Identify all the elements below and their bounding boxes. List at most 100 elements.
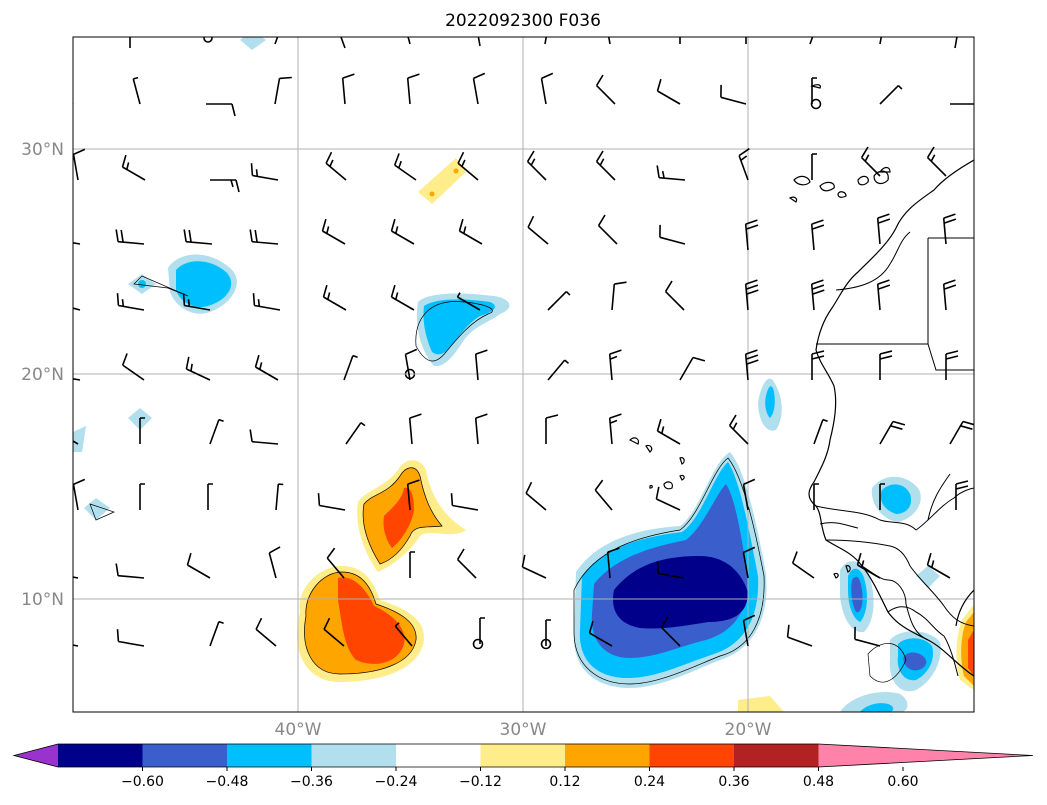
wind-barb bbox=[526, 150, 547, 181]
wind-barb bbox=[656, 78, 681, 105]
wind-barb bbox=[323, 617, 345, 647]
wind-barb bbox=[450, 493, 479, 511]
wind-barb bbox=[879, 85, 903, 105]
wind-barb bbox=[115, 229, 145, 245]
wind-barb bbox=[458, 218, 483, 245]
wind-barb bbox=[340, 37, 346, 49]
wind-barb bbox=[394, 622, 413, 647]
wind-barb bbox=[879, 420, 906, 445]
colorbar-segment bbox=[311, 744, 397, 767]
wind-barb bbox=[474, 413, 488, 445]
colorbar-tick-label: −0.48 bbox=[206, 774, 249, 790]
wind-barb bbox=[132, 76, 141, 105]
coastline bbox=[628, 84, 974, 677]
country-borders bbox=[815, 231, 974, 677]
wind-barb bbox=[457, 151, 479, 181]
wind-barb bbox=[406, 73, 420, 105]
wind-barb bbox=[786, 624, 813, 647]
wind-barb bbox=[254, 354, 279, 381]
wind-barb bbox=[249, 429, 279, 445]
wind-barb bbox=[255, 617, 277, 647]
wind-barb bbox=[597, 214, 618, 245]
colorbar-tick-label: −0.24 bbox=[375, 774, 418, 790]
wind-barb bbox=[317, 493, 346, 511]
wind-barb bbox=[606, 547, 620, 579]
map-title: 2022092300 F036 bbox=[445, 11, 601, 31]
wind-barb bbox=[73, 576, 79, 579]
wind-barb bbox=[744, 349, 759, 381]
wind-barb bbox=[343, 354, 358, 381]
wind-barb bbox=[479, 617, 485, 644]
wind-barb bbox=[954, 37, 958, 49]
wind-barb bbox=[208, 10, 213, 36]
lat-label-30n: 30°N bbox=[21, 140, 64, 160]
wind-barb bbox=[595, 74, 616, 105]
wind-barb bbox=[73, 148, 86, 181]
wind-barb bbox=[860, 146, 881, 177]
wind-barb bbox=[810, 219, 825, 251]
wind-barb bbox=[811, 153, 817, 180]
wind-barb bbox=[456, 292, 481, 311]
wind-barb bbox=[407, 37, 411, 45]
wind-barb bbox=[472, 72, 486, 105]
wind-barb bbox=[879, 483, 885, 510]
wind-barb bbox=[607, 37, 611, 45]
wind-barb bbox=[477, 37, 481, 47]
wind-barb bbox=[926, 552, 951, 579]
wind-barb bbox=[545, 414, 559, 444]
wind-barb bbox=[679, 356, 706, 381]
wind-barb bbox=[720, 84, 747, 105]
wind-barb bbox=[206, 103, 236, 117]
wind-barb bbox=[811, 77, 817, 104]
wind-barb bbox=[594, 479, 613, 511]
wind-barb bbox=[73, 307, 81, 311]
colorbar-extend-min bbox=[14, 744, 58, 767]
colorbar-extend-max bbox=[818, 744, 1033, 767]
wind-barb bbox=[73, 644, 79, 647]
wind-barb bbox=[116, 293, 145, 311]
wind-barb bbox=[73, 241, 81, 245]
wind-barb bbox=[185, 356, 211, 381]
wind-barb bbox=[856, 552, 881, 579]
wind-barb bbox=[545, 619, 551, 646]
wind-barb bbox=[595, 150, 616, 181]
wind-barb bbox=[655, 486, 681, 511]
wind-barb bbox=[950, 103, 974, 105]
wind-barb bbox=[341, 73, 355, 105]
lat-label-10n: 10°N bbox=[21, 590, 64, 610]
colorbar-tick-label: 0.60 bbox=[887, 774, 918, 790]
wind-barb bbox=[250, 163, 279, 181]
lon-label-40w: 40°W bbox=[275, 720, 322, 740]
wind-barb bbox=[945, 350, 959, 380]
wind-barb bbox=[879, 350, 893, 380]
wind-barb bbox=[608, 413, 622, 445]
colorbar-tick-label: −0.36 bbox=[290, 774, 333, 790]
map-frame bbox=[72, 36, 975, 713]
wind-barb bbox=[679, 37, 681, 44]
wind-barb bbox=[544, 37, 548, 45]
wind-barb bbox=[249, 229, 279, 245]
colorbar-segment bbox=[565, 744, 650, 767]
wind-barb bbox=[274, 76, 292, 105]
wind-barb bbox=[73, 377, 81, 381]
wind-barb bbox=[949, 420, 974, 445]
wind-barb bbox=[791, 551, 815, 579]
wind-barb bbox=[321, 218, 346, 245]
wind-barb bbox=[876, 213, 891, 245]
wind-barb bbox=[207, 483, 213, 510]
wind-barb bbox=[744, 219, 759, 251]
wind-barb bbox=[659, 224, 686, 245]
colorbar-segment bbox=[480, 744, 566, 767]
wind-barb bbox=[813, 418, 828, 445]
wind-barb bbox=[656, 418, 681, 445]
wind-barb bbox=[139, 483, 145, 510]
wind-barb bbox=[588, 620, 613, 647]
wind-barb bbox=[540, 72, 554, 105]
wind-barb bbox=[474, 349, 488, 381]
wind-barb bbox=[521, 554, 547, 579]
wind-barb bbox=[274, 37, 279, 45]
wind-barb bbox=[955, 480, 969, 510]
wind-barb bbox=[186, 552, 211, 579]
colorbar-tick-label: 0.24 bbox=[634, 774, 665, 790]
wind-barb bbox=[742, 614, 756, 647]
